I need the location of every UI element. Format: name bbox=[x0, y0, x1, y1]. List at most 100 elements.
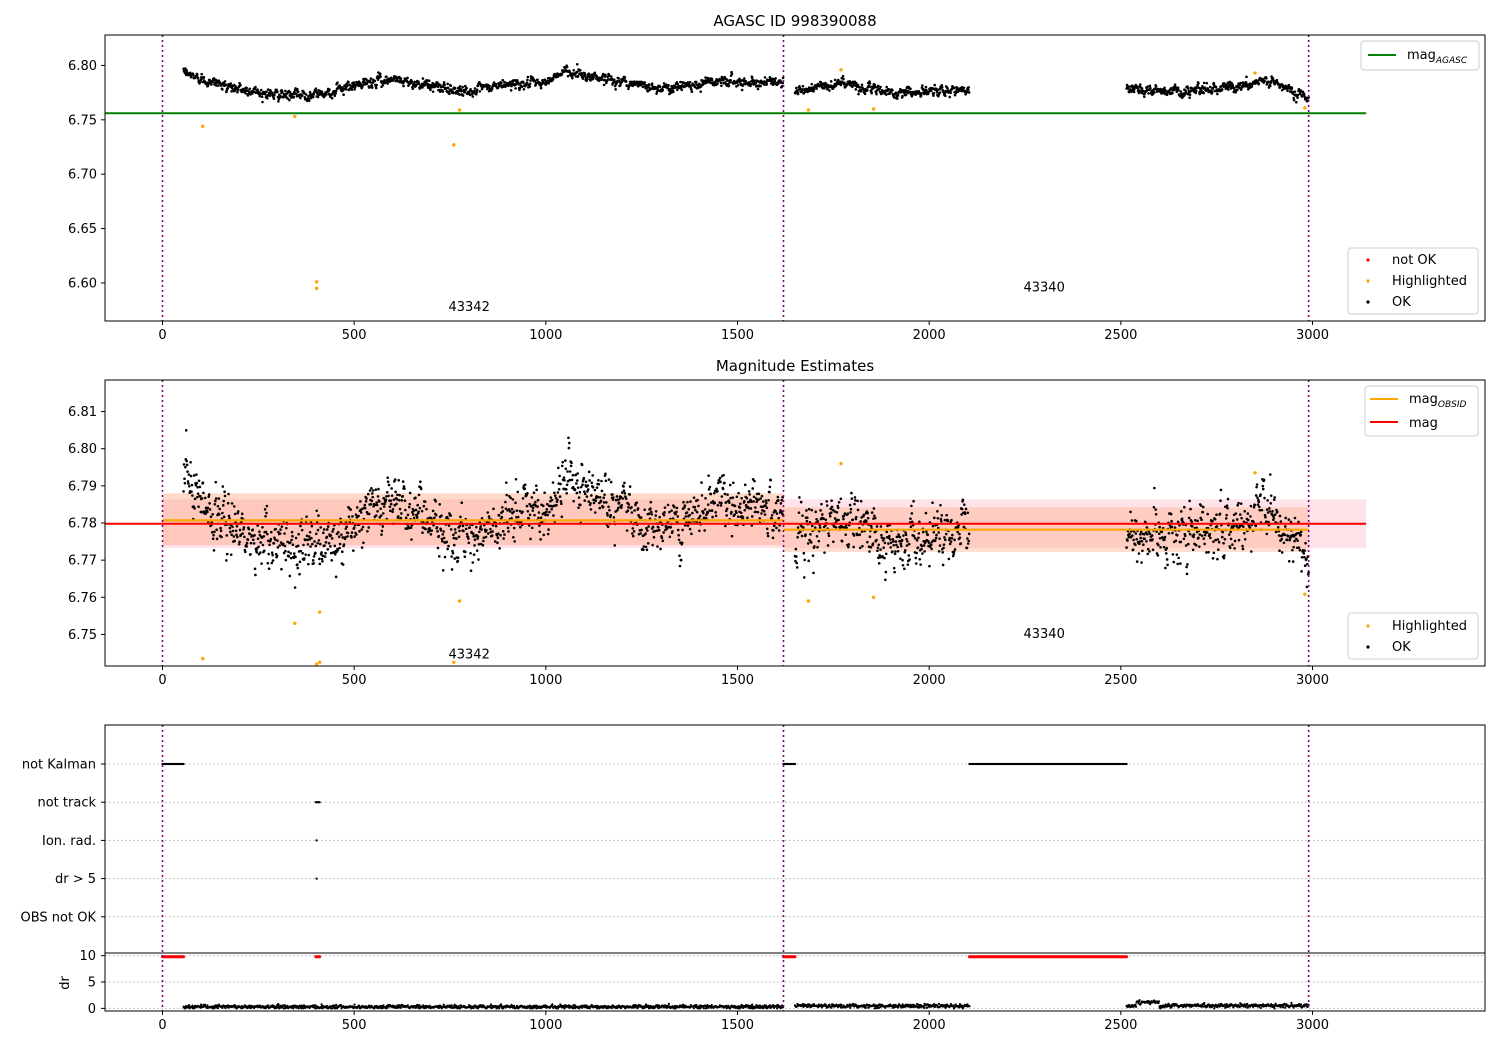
agasc-ok-point bbox=[774, 77, 777, 80]
magnitude-ok-point bbox=[1269, 494, 1273, 497]
agasc-ok-point bbox=[1194, 89, 1198, 92]
magnitude-ok-point bbox=[675, 510, 678, 514]
magnitude-ok-point bbox=[381, 502, 384, 506]
magnitude-ok-point bbox=[571, 473, 575, 477]
magnitude-ok-point bbox=[367, 526, 371, 529]
magnitude-ok-point bbox=[1272, 498, 1276, 501]
magnitude-ok-point bbox=[736, 515, 740, 518]
magnitude-ok-point bbox=[185, 459, 188, 463]
magnitude-ok-point bbox=[623, 492, 627, 495]
legend-marker-ok bbox=[1366, 300, 1370, 304]
magnitude-ok-point bbox=[1206, 512, 1209, 516]
magnitude-ok-point bbox=[810, 508, 814, 512]
magnitude-ok-point bbox=[434, 513, 438, 517]
magnitude-ok-point bbox=[235, 533, 238, 537]
magnitude-ok-point bbox=[385, 495, 388, 498]
magnitude-ok-point bbox=[499, 533, 502, 537]
agasc-ok-point bbox=[461, 85, 464, 89]
magnitude-ok-point bbox=[1226, 497, 1230, 501]
magnitude-ok-point bbox=[662, 531, 665, 534]
magnitude-ok-point bbox=[569, 464, 573, 468]
magnitude-ok-point bbox=[381, 512, 385, 515]
magnitude-ok-point bbox=[491, 530, 494, 533]
magnitude-ok-point bbox=[246, 538, 250, 541]
magnitude-ok-point bbox=[669, 526, 672, 529]
magnitude-ok-point bbox=[577, 496, 581, 499]
magnitude-ok-point bbox=[374, 488, 378, 491]
magnitude-ok-point bbox=[739, 511, 743, 515]
magnitude-ok-point bbox=[773, 524, 776, 528]
magnitude-ok-point bbox=[921, 530, 925, 534]
magnitude-ok-point bbox=[572, 499, 576, 503]
magnitude-ok-point bbox=[928, 564, 931, 568]
magnitude-ok-point bbox=[485, 528, 488, 532]
magnitude-ok-point bbox=[1153, 486, 1156, 490]
magnitude-ok-point bbox=[767, 498, 770, 502]
magnitude-ok-point bbox=[265, 511, 268, 515]
magnitude-ok-point bbox=[774, 501, 778, 505]
magnitude-highlighted-point bbox=[871, 595, 876, 599]
magnitude-ok-point bbox=[334, 575, 338, 579]
magnitude-ok-point bbox=[381, 525, 385, 528]
magnitude-ok-point bbox=[514, 477, 518, 481]
magnitude-ok-point bbox=[418, 506, 422, 510]
magnitude-ok-point bbox=[262, 534, 266, 538]
magnitude-ok-point bbox=[1143, 537, 1146, 541]
magnitude-ok-point bbox=[877, 543, 881, 547]
agasc-ok-point bbox=[667, 84, 670, 87]
magnitude-ok-point bbox=[438, 503, 442, 506]
magnitude-ok-point bbox=[307, 553, 311, 557]
magnitude-ok-point bbox=[934, 536, 938, 540]
magnitude-ok-point bbox=[210, 530, 214, 534]
magnitude-ok-point bbox=[317, 514, 320, 517]
magnitude-ok-point bbox=[615, 495, 619, 498]
agasc-ok-point bbox=[586, 78, 589, 81]
magnitude-ok-point bbox=[344, 535, 347, 539]
agasc-ok-point bbox=[637, 84, 640, 88]
dr-ok-point bbox=[199, 1003, 203, 1006]
magnitude-ok-point bbox=[587, 500, 591, 503]
magnitude-ok-point bbox=[191, 494, 194, 497]
magnitude-ok-point bbox=[390, 487, 393, 490]
magnitude-ok-point bbox=[354, 513, 358, 516]
magnitude-ok-point bbox=[521, 497, 525, 500]
magnitude-ok-point bbox=[1239, 502, 1243, 505]
magnitude-ok-point bbox=[504, 481, 508, 484]
magnitude-ok-point bbox=[508, 510, 512, 513]
magnitude-ok-point bbox=[272, 541, 276, 545]
agasc-ok-point bbox=[373, 79, 377, 83]
magnitude-ok-point bbox=[552, 514, 555, 517]
magnitude-ok-point bbox=[744, 503, 748, 507]
magnitude-ok-point bbox=[556, 498, 559, 501]
magnitude-ok-point bbox=[1171, 531, 1174, 535]
agasc-ok-point bbox=[839, 83, 843, 87]
magnitude-ok-point bbox=[1146, 547, 1150, 551]
magnitude-ok-point bbox=[447, 524, 451, 527]
magnitude-ok-point bbox=[396, 515, 400, 518]
magnitude-ok-point bbox=[655, 529, 659, 532]
magnitude-ok-point bbox=[1229, 537, 1233, 541]
magnitude-ok-point bbox=[711, 515, 714, 519]
magnitude-ok-point bbox=[1242, 531, 1246, 535]
magnitude-ok-point bbox=[545, 508, 549, 511]
magnitude-ok-point bbox=[589, 508, 593, 511]
magnitude-ok-point bbox=[318, 557, 321, 561]
magnitude-ok-point bbox=[1174, 539, 1178, 543]
magnitude-ok-point bbox=[213, 530, 216, 534]
magnitude-ok-point bbox=[425, 507, 428, 511]
magnitude-ok-point bbox=[722, 473, 725, 477]
magnitude-ok-point bbox=[347, 515, 351, 518]
agasc-ok-point bbox=[343, 84, 347, 87]
agasc-ok-point bbox=[854, 88, 858, 91]
agasc-ok-point bbox=[1138, 83, 1142, 86]
magnitude-ok-point bbox=[807, 507, 811, 511]
magnitude-ok-point bbox=[840, 539, 844, 543]
magnitude-ok-point bbox=[441, 533, 445, 536]
agasc-ok-point bbox=[869, 85, 872, 89]
magnitude-ok-point bbox=[1278, 549, 1281, 552]
agasc-ok-point bbox=[224, 83, 228, 87]
magnitude-ok-point bbox=[884, 578, 887, 582]
magnitude-ok-point bbox=[309, 545, 312, 548]
magnitude-ok-point bbox=[604, 479, 608, 483]
magnitude-ok-point bbox=[1179, 562, 1182, 565]
